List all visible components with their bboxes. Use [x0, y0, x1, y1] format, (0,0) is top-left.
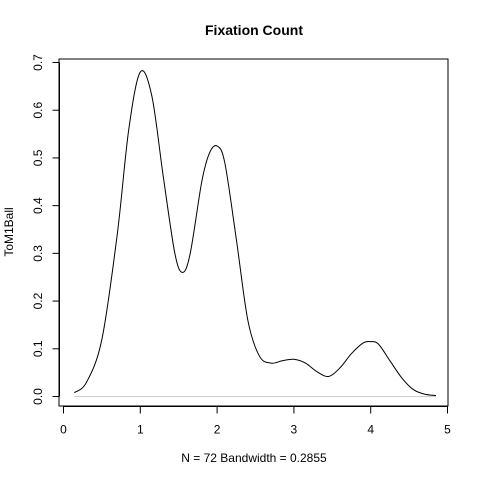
x-tick-label: 1: [137, 423, 144, 437]
x-tick-label: 3: [291, 423, 298, 437]
y-axis: 0.0 0.1 0.2 0.3 0.4 0.5 0.6 0.7: [31, 54, 60, 405]
x-tick-label: 4: [367, 423, 374, 437]
x-tick-label: 2: [214, 423, 221, 437]
x-axis-title: N = 72 Bandwidth = 0.2855: [181, 451, 327, 465]
y-tick-label: 0.3: [31, 245, 45, 262]
x-tick-label: 5: [444, 423, 451, 437]
y-tick-label: 0.1: [31, 340, 45, 357]
y-axis-title: ToM1Ball: [2, 207, 16, 256]
y-tick-label: 0.4: [31, 197, 45, 214]
y-tick-label: 0.5: [31, 149, 45, 166]
x-tick-label: 0: [60, 423, 67, 437]
y-tick-label: 0.0: [31, 388, 45, 405]
x-axis: 0 1 2 3 4 5: [60, 406, 451, 437]
chart-title: Fixation Count: [205, 22, 303, 38]
y-tick-label: 0.6: [31, 102, 45, 119]
y-tick-label: 0.2: [31, 292, 45, 309]
y-tick-label: 0.7: [31, 54, 45, 71]
density-curve: [73, 70, 437, 397]
